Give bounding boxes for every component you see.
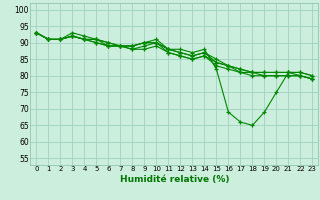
X-axis label: Humidité relative (%): Humidité relative (%) xyxy=(120,175,229,184)
